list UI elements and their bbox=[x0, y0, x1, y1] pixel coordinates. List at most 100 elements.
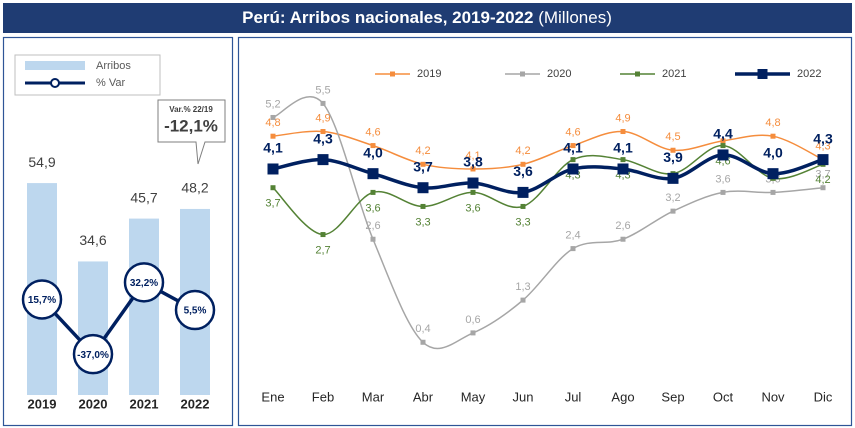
point-marker bbox=[517, 186, 529, 198]
left-panel bbox=[2, 36, 234, 427]
legend-marker bbox=[390, 71, 395, 77]
var-marker bbox=[72, 333, 114, 375]
callout-box bbox=[157, 99, 226, 165]
value-label: 4,5 bbox=[665, 131, 680, 143]
title-unit: (Millones) bbox=[538, 8, 612, 27]
point-marker bbox=[720, 189, 726, 195]
legend-label: Arribos bbox=[96, 60, 131, 72]
title: Perú: Arribos nacionales, 2019-2022 (Mil… bbox=[242, 8, 612, 27]
value-label: 2,7 bbox=[315, 244, 330, 256]
value-label: 3,6 bbox=[715, 173, 730, 185]
point-marker bbox=[767, 168, 779, 180]
x-tick-label: 2020 bbox=[79, 396, 108, 411]
value-label: 3,7 bbox=[413, 158, 433, 174]
x-tick-label: 2022 bbox=[181, 396, 210, 411]
point-marker bbox=[267, 163, 279, 175]
x-tick-label: 2019 bbox=[28, 396, 57, 411]
var-marker bbox=[21, 279, 63, 320]
point-marker bbox=[470, 189, 476, 195]
value-label: 0,4 bbox=[415, 323, 430, 335]
var-marker bbox=[123, 262, 165, 303]
x-tick-label: Abr bbox=[413, 389, 434, 404]
value-label: 3,9 bbox=[663, 149, 683, 165]
point-marker bbox=[670, 208, 676, 214]
value-label: 4,6 bbox=[365, 126, 380, 138]
title-bar bbox=[3, 3, 852, 33]
point-marker bbox=[570, 246, 576, 252]
value-label: 4,1 bbox=[563, 140, 583, 156]
value-label: 5,5 bbox=[315, 84, 330, 96]
x-tick-label: Jul bbox=[565, 389, 582, 404]
legend-label: 2020 bbox=[547, 68, 571, 80]
point-marker bbox=[770, 189, 776, 195]
value-label: 3,3 bbox=[515, 216, 530, 228]
var-label: 5,5% bbox=[184, 306, 207, 317]
title-main: Perú: Arribos nacionales, 2019-2022 bbox=[242, 8, 533, 27]
value-label: 3,7 bbox=[265, 198, 280, 210]
x-tick-label: Dic bbox=[814, 389, 833, 404]
point-marker bbox=[270, 185, 276, 191]
value-label: 4,9 bbox=[315, 112, 330, 124]
series-line bbox=[272, 130, 824, 170]
var-label: 15,7% bbox=[28, 295, 56, 306]
point-marker bbox=[520, 203, 526, 209]
bar-value-label: 34,6 bbox=[79, 232, 106, 248]
x-tick-label: Sep bbox=[661, 389, 684, 404]
value-label: 2,4 bbox=[565, 230, 580, 242]
point-marker bbox=[620, 157, 626, 163]
point-marker bbox=[570, 157, 576, 163]
point-marker bbox=[520, 297, 526, 303]
point-marker bbox=[270, 133, 276, 139]
var-label: 32,2% bbox=[130, 278, 158, 289]
value-label: 4,6 bbox=[565, 126, 580, 138]
value-label: 3,3 bbox=[415, 216, 430, 228]
var-marker bbox=[174, 289, 216, 331]
value-label: 5,2 bbox=[265, 98, 280, 110]
value-label: 4,1 bbox=[613, 140, 633, 156]
value-label: 3,6 bbox=[465, 202, 480, 214]
callout-value: -12,1% bbox=[164, 116, 218, 135]
value-label: 4,1 bbox=[465, 150, 480, 162]
point-marker bbox=[417, 182, 429, 194]
point-marker bbox=[567, 163, 579, 175]
x-tick-label: Ene bbox=[261, 389, 284, 404]
value-label: 3,8 bbox=[463, 154, 483, 170]
point-marker bbox=[670, 147, 676, 153]
x-tick-label: Nov bbox=[761, 389, 785, 404]
legend-marker bbox=[757, 69, 768, 79]
value-label: 4,1 bbox=[263, 140, 283, 156]
point-marker bbox=[367, 168, 379, 180]
value-label: 3,7 bbox=[815, 169, 830, 181]
point-marker bbox=[470, 166, 476, 172]
point-marker bbox=[270, 114, 276, 120]
value-label: 4,0 bbox=[763, 144, 783, 160]
point-marker bbox=[370, 236, 376, 242]
value-label: 4,4 bbox=[713, 126, 733, 142]
bar-value-label: 45,7 bbox=[130, 189, 157, 205]
value-label: 0,6 bbox=[465, 314, 480, 326]
point-marker bbox=[617, 163, 629, 175]
value-label: 2,6 bbox=[365, 220, 380, 232]
bar-value-label: 54,9 bbox=[28, 154, 55, 170]
point-marker bbox=[370, 143, 376, 149]
x-tick-label: Mar bbox=[362, 389, 385, 404]
legend-label: 2019 bbox=[417, 68, 441, 80]
var-line bbox=[40, 280, 196, 357]
legend-swatch-marker bbox=[50, 78, 60, 88]
point-marker bbox=[570, 143, 576, 149]
legend-label: 2022 bbox=[797, 68, 821, 80]
value-label: 4,2 bbox=[515, 145, 530, 157]
value-label: 4,8 bbox=[265, 117, 280, 129]
value-label: 2,6 bbox=[615, 220, 630, 232]
point-marker bbox=[720, 138, 726, 144]
bar bbox=[78, 261, 108, 395]
value-label: 3,6 bbox=[513, 163, 533, 179]
point-marker bbox=[620, 236, 626, 242]
point-marker bbox=[320, 232, 326, 238]
value-label: 3,6 bbox=[365, 202, 380, 214]
point-marker bbox=[317, 154, 329, 166]
point-marker bbox=[370, 189, 376, 195]
bar-value-label: 48,2 bbox=[181, 180, 208, 196]
point-marker bbox=[320, 129, 326, 135]
